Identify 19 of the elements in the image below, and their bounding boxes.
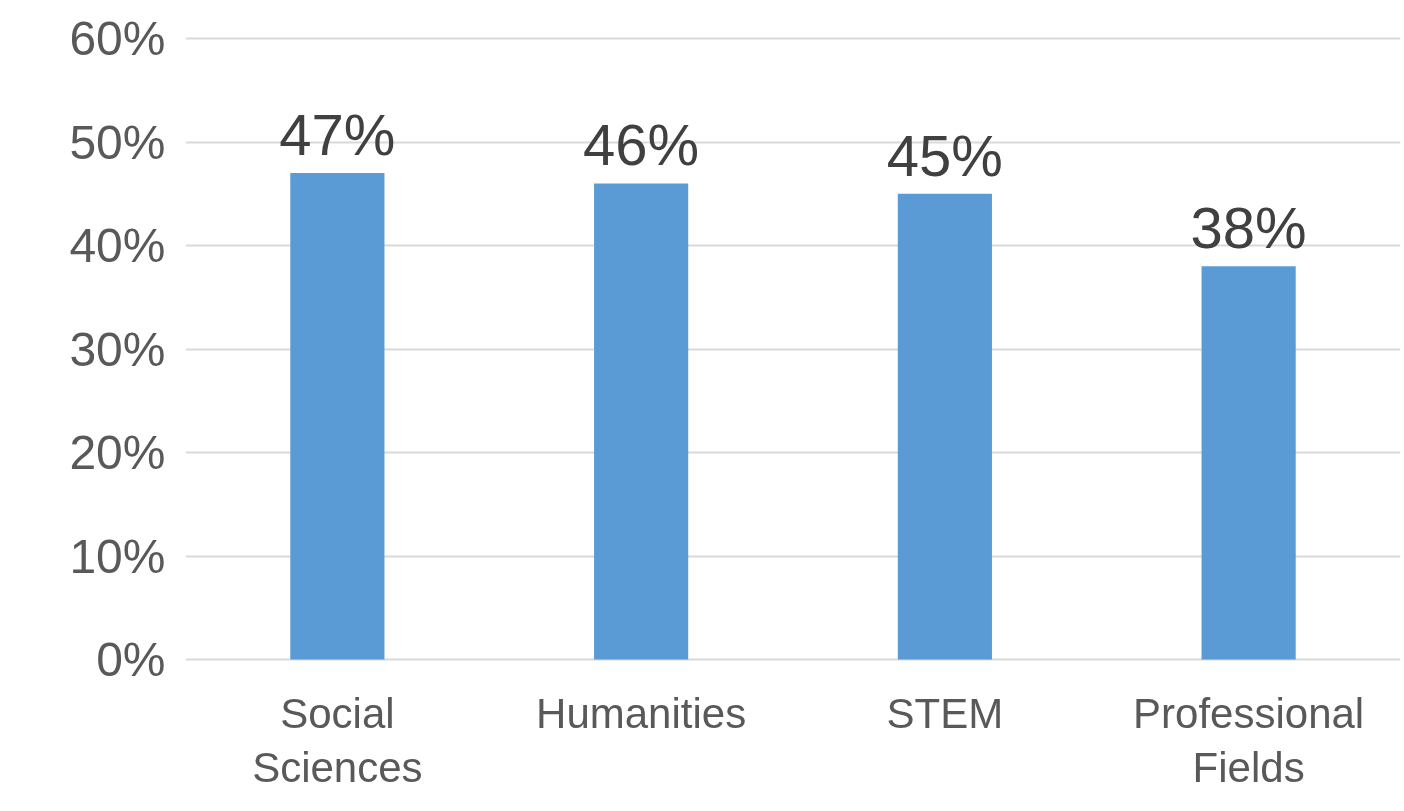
x-tick-label: Professional Fields (1133, 689, 1365, 791)
data-label: 46% (583, 112, 700, 178)
data-label: 45% (886, 122, 1003, 188)
bar (594, 183, 689, 660)
y-tick-label: 60% (69, 12, 166, 65)
y-tick-label: 0% (96, 633, 166, 686)
x-tick-label: Social Sciences (252, 689, 423, 791)
y-tick-label: 40% (69, 219, 166, 272)
x-tick-label: Humanities (536, 689, 747, 737)
bar (1201, 266, 1296, 660)
data-label: 47% (279, 102, 396, 168)
bar (897, 193, 992, 660)
y-tick-label: 50% (69, 115, 166, 169)
bar (290, 173, 385, 660)
y-tick-label: 20% (69, 426, 166, 479)
y-tick-label: 30% (69, 322, 166, 376)
x-tick-label: STEM (886, 689, 1004, 737)
data-label: 38% (1190, 195, 1307, 261)
y-tick-label: 10% (69, 529, 166, 583)
